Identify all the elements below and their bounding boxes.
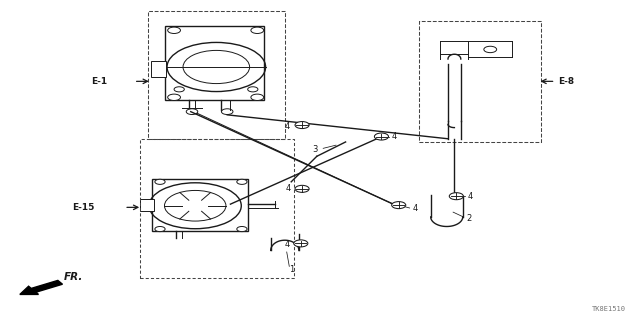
Circle shape xyxy=(155,226,165,232)
Circle shape xyxy=(221,109,233,115)
Text: 4: 4 xyxy=(285,122,290,130)
Circle shape xyxy=(392,202,406,209)
Circle shape xyxy=(174,87,184,92)
Circle shape xyxy=(295,185,309,192)
Circle shape xyxy=(251,27,264,33)
FancyBboxPatch shape xyxy=(151,61,166,77)
Text: E-8: E-8 xyxy=(558,77,574,86)
Text: 4: 4 xyxy=(392,132,397,141)
Circle shape xyxy=(484,46,497,53)
Circle shape xyxy=(374,133,388,140)
Text: 4: 4 xyxy=(285,240,290,249)
Text: TK8E1510: TK8E1510 xyxy=(592,306,626,312)
Text: 4: 4 xyxy=(286,184,291,193)
Circle shape xyxy=(248,87,258,92)
Text: 2: 2 xyxy=(466,214,471,223)
Circle shape xyxy=(168,27,180,33)
Circle shape xyxy=(294,240,308,247)
Circle shape xyxy=(295,122,309,129)
Text: 4: 4 xyxy=(467,192,472,201)
FancyBboxPatch shape xyxy=(140,199,154,211)
Circle shape xyxy=(449,193,463,200)
Circle shape xyxy=(237,179,247,184)
Circle shape xyxy=(251,94,264,100)
Circle shape xyxy=(237,226,247,232)
Text: 1: 1 xyxy=(289,265,294,274)
Circle shape xyxy=(168,94,180,100)
Text: E-1: E-1 xyxy=(92,77,108,86)
Text: FR.: FR. xyxy=(64,272,83,282)
FancyArrow shape xyxy=(20,280,63,294)
Text: 3: 3 xyxy=(313,145,318,154)
Text: 4: 4 xyxy=(413,204,418,213)
Text: E-15: E-15 xyxy=(72,203,95,212)
Circle shape xyxy=(186,109,198,115)
Circle shape xyxy=(155,179,165,184)
